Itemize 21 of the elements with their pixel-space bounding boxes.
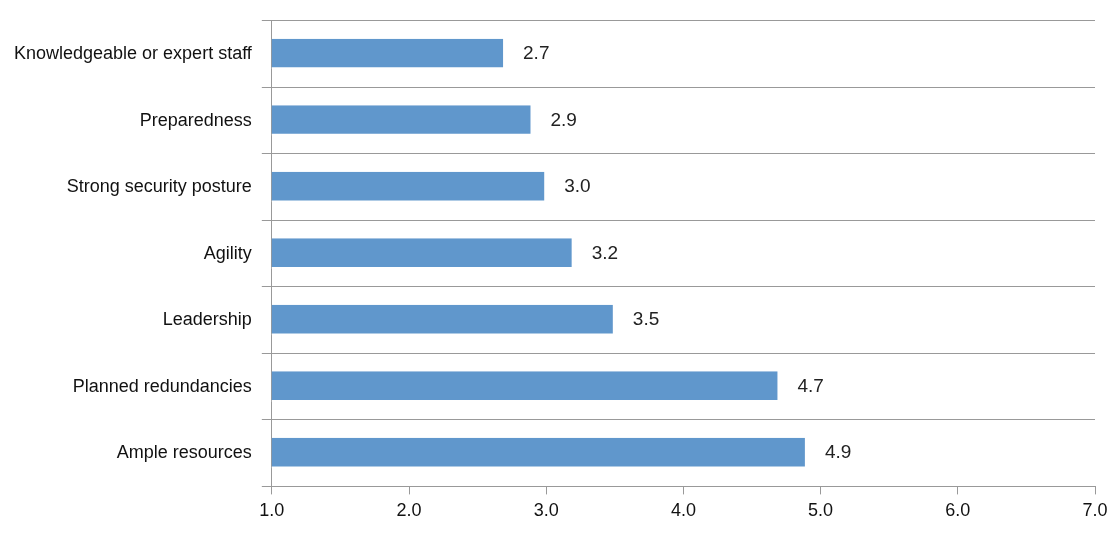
y-tick-label: Planned redundancies [72,375,252,396]
data-label: 2.9 [550,108,577,130]
y-tick-label: Strong security posture [66,176,252,197]
y-tick-label: Knowledgeable or expert staff [14,43,253,64]
x-tick-label: 2.0 [396,500,422,521]
y-tick-label: Agility [203,242,252,263]
data-label: 3.5 [632,308,660,330]
y-tick-label: Preparedness [139,109,252,130]
y-tick-label: Leadership [162,309,252,330]
data-label: 4.9 [824,441,852,463]
data-label: 3.0 [564,175,591,197]
x-tick-label: 3.0 [533,500,559,521]
x-tick-label: 6.0 [945,500,971,521]
x-tick-label: 1.0 [259,500,285,521]
data-label: 4.7 [797,374,824,396]
data-label: 3.2 [591,241,619,263]
data-label: 2.7 [523,42,550,64]
y-tick-label: Ample resources [116,442,252,463]
x-tick-label: 5.0 [808,500,834,521]
x-tick-label: 7.0 [1082,500,1108,521]
x-tick-label: 4.0 [670,500,696,521]
